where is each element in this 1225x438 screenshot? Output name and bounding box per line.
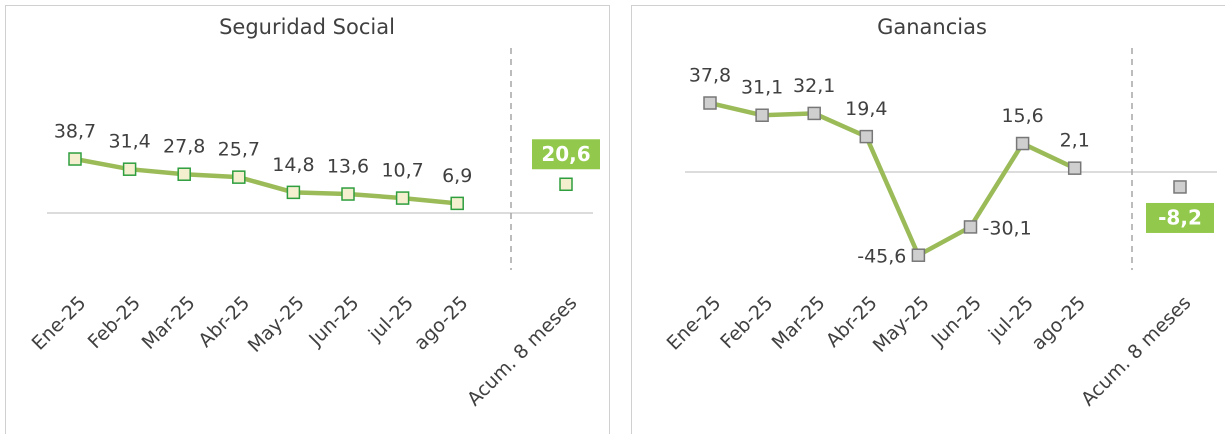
x-tick-label: Feb-25	[84, 292, 145, 353]
marker	[451, 197, 463, 209]
data-label: -30,1	[983, 217, 1032, 239]
marker	[69, 153, 81, 165]
x-tick-label: Acum. 8 meses	[463, 292, 581, 410]
data-label: 6,9	[442, 165, 472, 187]
data-label: 13,6	[327, 156, 369, 178]
x-tick-label: Feb-25	[716, 292, 777, 353]
data-label: 31,1	[741, 77, 783, 99]
data-label: 10,7	[381, 160, 423, 182]
marker	[178, 168, 190, 180]
marker	[965, 221, 977, 233]
total-label: -8,2	[1158, 205, 1202, 229]
data-label: 38,7	[54, 121, 96, 143]
marker	[1017, 138, 1029, 150]
data-label: 37,8	[689, 65, 731, 87]
x-tick-label: ago-25	[1027, 292, 1090, 355]
chart-title: Ganancias	[877, 15, 987, 39]
x-tick-label: Mar-25	[768, 292, 830, 354]
marker	[860, 131, 872, 143]
marker	[704, 97, 716, 109]
x-tick-label: Mar-25	[138, 292, 200, 354]
x-tick-label: May-25	[244, 292, 309, 357]
marker	[287, 186, 299, 198]
x-tick-label: Ene-25	[28, 292, 91, 355]
total-marker	[560, 178, 572, 190]
x-tick-label: Jun-25	[927, 292, 986, 351]
total-label: 20,6	[541, 142, 590, 166]
marker	[397, 192, 409, 204]
marker	[1069, 162, 1081, 174]
data-label: 32,1	[793, 75, 835, 97]
marker	[124, 163, 136, 175]
x-tick-label: Acum. 8 meses	[1077, 292, 1195, 410]
x-tick-label: May-25	[869, 292, 934, 357]
total-marker	[1174, 181, 1186, 193]
marker	[912, 249, 924, 261]
marker	[808, 107, 820, 119]
data-label: 25,7	[218, 139, 260, 161]
data-label: -45,6	[857, 246, 906, 268]
marker	[342, 188, 354, 200]
data-label: 19,4	[845, 98, 887, 120]
chart-title: Seguridad Social	[219, 15, 395, 39]
data-label: 2,1	[1060, 130, 1090, 152]
data-label: 27,8	[163, 136, 205, 158]
x-tick-label: Jun-25	[304, 292, 363, 351]
data-label: 31,4	[108, 131, 150, 153]
data-label: 14,8	[272, 154, 314, 176]
marker	[756, 109, 768, 121]
x-tick-label: Ene-25	[663, 292, 726, 355]
marker	[233, 171, 245, 183]
x-tick-label: ago-25	[410, 292, 473, 355]
data-label: 15,6	[1001, 105, 1043, 127]
